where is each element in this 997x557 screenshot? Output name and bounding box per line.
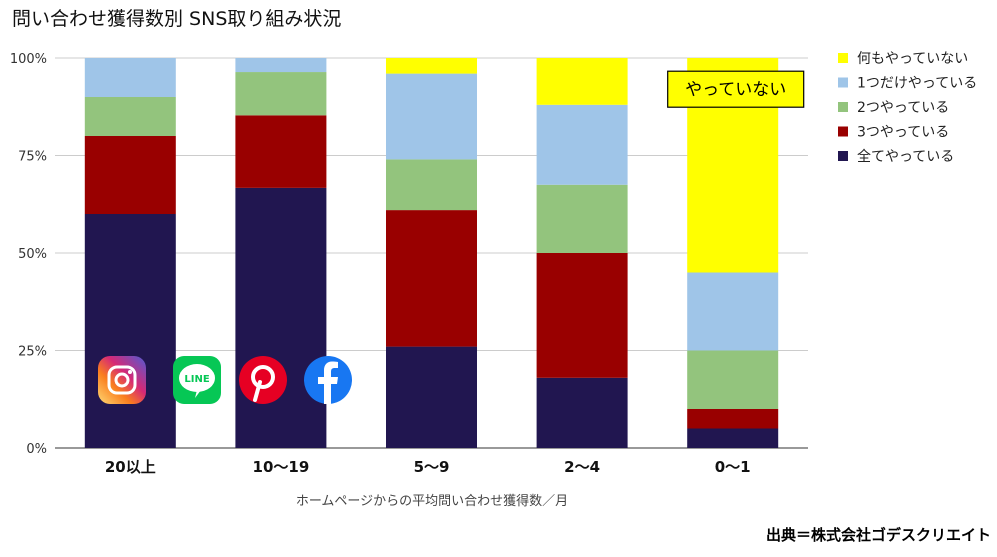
bar-segment — [84, 97, 176, 136]
chart-title: 問い合わせ獲得数別 SNS取り組み状況 — [12, 8, 342, 30]
y-tick-label: 75% — [18, 150, 47, 165]
legend-swatch — [838, 102, 848, 112]
x-tick-label: 2〜4 — [564, 458, 600, 476]
bar-segment — [235, 187, 327, 448]
bar-segment — [536, 184, 628, 253]
y-tick-label: 50% — [18, 247, 47, 262]
x-tick-label: 10〜19 — [253, 458, 310, 476]
legend-label: 2つやっている — [857, 100, 949, 116]
legend-label: 全てやっている — [857, 148, 954, 165]
legend-label: 3つやっている — [857, 125, 949, 141]
svg-text:LINE: LINE — [184, 374, 209, 385]
facebook-icon — [304, 356, 352, 404]
y-tick-label: 100% — [10, 52, 47, 67]
bar-segment — [84, 58, 176, 97]
bar-segment — [84, 136, 176, 214]
annotation-label: やっていない — [685, 80, 786, 100]
annotations: やっていない — [667, 70, 805, 108]
bar-segment — [536, 253, 628, 378]
instagram-icon — [98, 356, 146, 404]
y-tick-label: 0% — [26, 442, 47, 457]
y-axis-ticks: 0% 25% 50% 75% 100% — [10, 52, 47, 457]
bar-segment — [84, 214, 176, 448]
bar-segment — [386, 58, 477, 74]
bar-segment — [235, 115, 327, 188]
pinterest-icon — [239, 356, 287, 404]
annotation-box — [667, 70, 805, 108]
bars — [84, 58, 779, 448]
bar-segment — [536, 377, 628, 448]
bar-segment — [687, 409, 779, 429]
x-axis-label: ホームページからの平均問い合わせ獲得数／月 — [296, 493, 568, 509]
bar-segment — [235, 58, 327, 73]
bar-segment — [687, 350, 779, 409]
x-tick-label: 5〜9 — [414, 458, 450, 476]
bar-segment — [687, 272, 779, 351]
bar-segment — [386, 346, 477, 448]
bar-segment — [536, 58, 628, 105]
y-tick-label: 25% — [18, 345, 47, 360]
legend-swatch — [838, 53, 848, 63]
legend-swatch — [838, 77, 848, 88]
legend-swatch — [838, 151, 848, 161]
source-credit: 出典＝株式会社ゴデスクリエイト — [765, 526, 991, 544]
legend-label: 1つだけやっている — [857, 76, 977, 92]
bar-segment — [536, 104, 628, 185]
bar-segment — [386, 159, 477, 211]
line-icon: LINE — [173, 356, 221, 404]
legend-label: 何もやっていない — [857, 51, 968, 67]
x-tick-label: 0〜1 — [715, 458, 751, 476]
bar-segment — [235, 72, 327, 116]
bar-segment — [386, 73, 477, 160]
bar-segment — [687, 428, 779, 448]
x-tick-label: 20以上 — [105, 458, 156, 476]
bar-segment — [386, 210, 477, 347]
legend-swatch — [838, 126, 848, 137]
x-axis-ticks: 20以上 10〜19 5〜9 2〜4 0〜1 — [105, 458, 751, 476]
